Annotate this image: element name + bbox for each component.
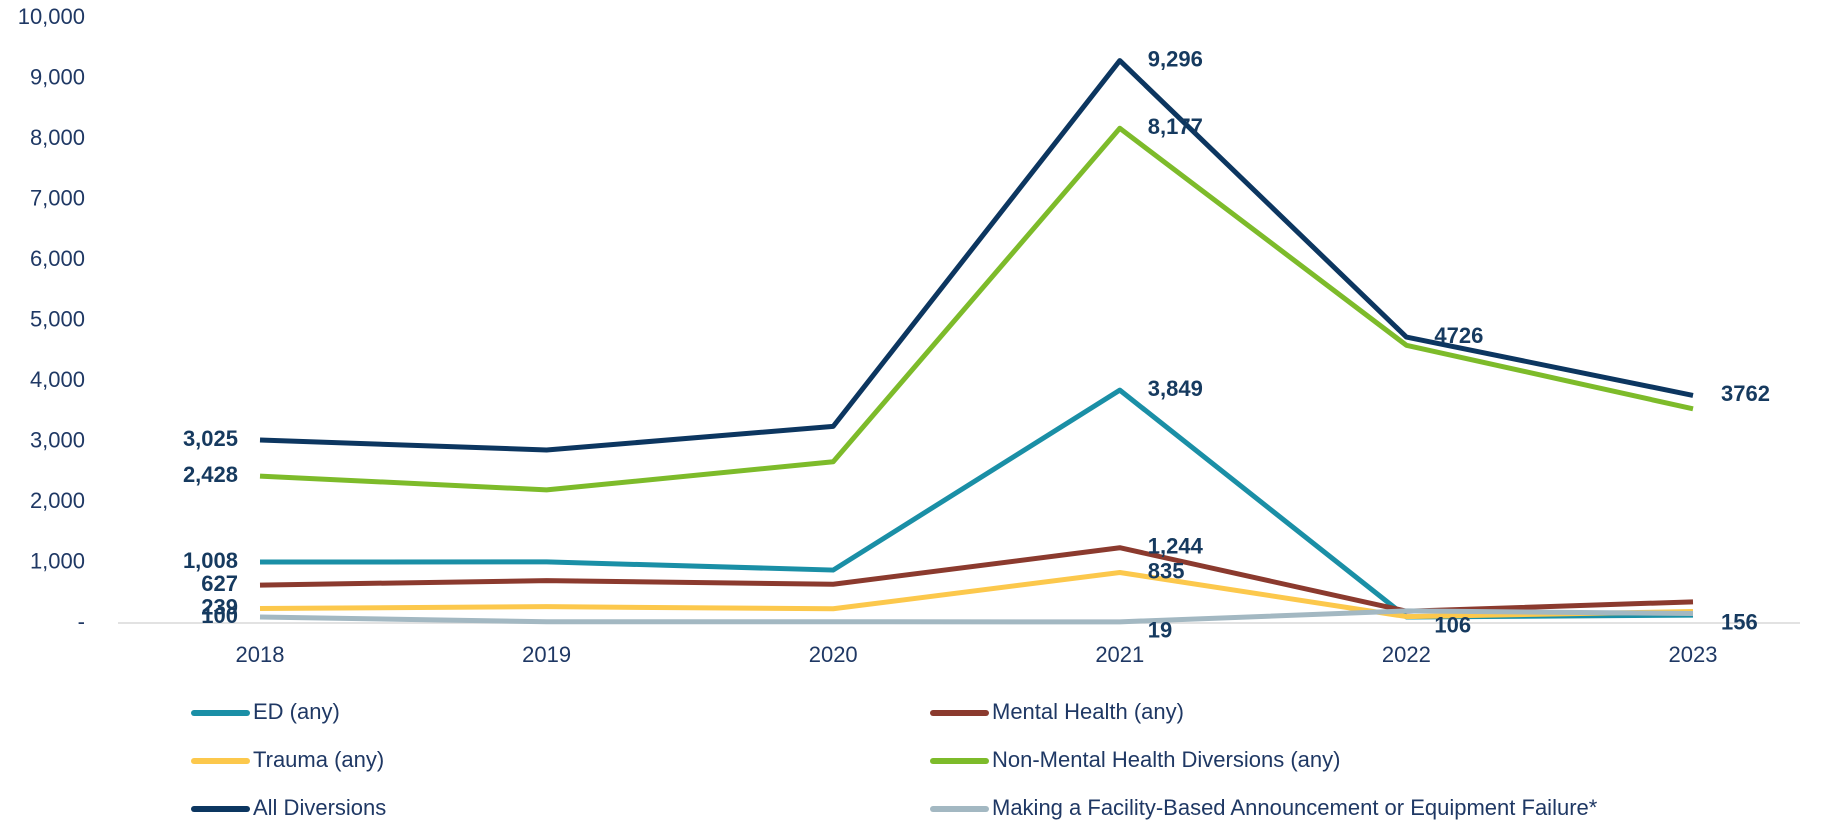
data-label: 156 <box>1721 609 1758 634</box>
y-tick-label: 1,000 <box>30 548 85 573</box>
data-label: 3,849 <box>1148 376 1203 401</box>
data-label: 835 <box>1148 558 1185 583</box>
x-tick-label: 2021 <box>1095 642 1144 667</box>
series-line <box>259 58 1694 453</box>
x-tick-label: 2020 <box>809 642 858 667</box>
legend-label: Mental Health (any) <box>992 699 1184 724</box>
y-tick-label: 8,000 <box>30 125 85 150</box>
y-tick-label: 4,000 <box>30 367 85 392</box>
legend-label: All Diversions <box>253 795 386 820</box>
x-tick-label: 2023 <box>1669 642 1718 667</box>
legend-label: Non-Mental Health Diversions (any) <box>992 747 1340 772</box>
x-tick-label: 2019 <box>522 642 571 667</box>
legend-label: Making a Facility-Based Announcement or … <box>992 795 1598 820</box>
y-tick-label: 7,000 <box>30 185 85 210</box>
x-tick-label: 2022 <box>1382 642 1431 667</box>
series-line <box>259 125 1694 493</box>
data-label: 106 <box>1434 612 1471 637</box>
data-label: 2,428 <box>183 462 238 487</box>
legend-label: Trauma (any) <box>253 747 384 772</box>
data-label: 3762 <box>1721 381 1770 406</box>
y-tick-label: 2,000 <box>30 488 85 513</box>
data-label: 239 <box>201 594 238 619</box>
y-tick-label: 9,000 <box>30 64 85 89</box>
data-label: 627 <box>201 571 238 596</box>
data-label: 100 <box>201 603 238 628</box>
data-label: 3,025 <box>183 426 238 451</box>
y-tick-label: 5,000 <box>30 306 85 331</box>
data-label: 1,008 <box>183 548 238 573</box>
data-label: 9,296 <box>1148 46 1203 71</box>
data-label: 1,244 <box>1148 534 1204 559</box>
y-tick-label: - <box>78 609 85 634</box>
data-label: 8,177 <box>1148 114 1203 139</box>
data-label: 19 <box>1148 618 1172 643</box>
x-tick-label: 2018 <box>236 642 285 667</box>
series-line <box>259 545 1694 614</box>
y-tick-label: 6,000 <box>30 246 85 271</box>
series-line <box>259 608 1694 625</box>
data-label: 4726 <box>1434 323 1483 348</box>
y-tick-label: 3,000 <box>30 427 85 452</box>
series-line <box>259 569 1694 620</box>
y-tick-label: 10,000 <box>18 4 85 29</box>
legend-label: ED (any) <box>253 699 340 724</box>
